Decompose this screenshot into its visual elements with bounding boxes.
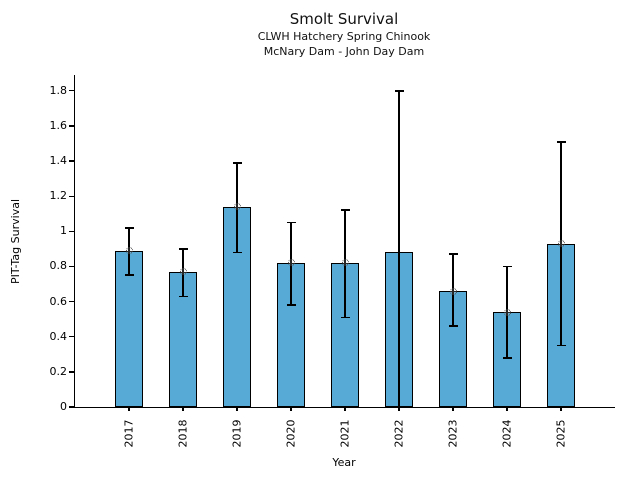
x-tick-label-text: 2022 [392,419,406,447]
point-marker-2025 [557,240,565,248]
y-tick-label: 0.6 [49,294,68,308]
error-cap-low-2025 [556,344,566,347]
error-cap-low-2023 [448,325,458,327]
error-cap-high-2022 [394,90,404,92]
x-tick-label-text: 2023 [446,419,460,447]
y-tick-mark [68,195,74,197]
x-tick-label-text: 2019 [230,419,244,447]
x-tick-label-text: 2017 [122,419,136,447]
x-tick-mark [236,407,238,411]
bar-2020 [277,262,305,407]
error-cap-high-2018 [178,248,188,250]
error-cap-high-2019 [232,162,242,164]
y-tick-label: 1.2 [49,189,68,203]
y-tick-label: 1 [60,224,67,238]
point-marker-2020 [287,259,295,267]
point-marker-2018 [179,268,187,276]
error-cap-high-2021 [340,209,350,212]
y-tick-label: 1.6 [49,118,68,132]
y-tick-label: 1.4 [49,154,68,168]
y-tick-label: 1.8 [49,83,68,97]
error-cap-low-2021 [340,316,350,319]
x-tick-mark [506,407,508,411]
error-cap-low-2017 [124,274,134,277]
bar-2017 [115,250,143,407]
y-tick-mark [68,371,74,373]
y-tick-mark [68,406,74,408]
error-cap-high-2017 [124,227,134,229]
y-tick-label: 0.4 [49,329,68,343]
y-tick-label: 0 [60,400,67,413]
x-tick-label-text: 2024 [500,419,514,447]
y-tick-mark [68,125,74,127]
y-tick-mark [68,336,74,338]
y-tick-mark [68,300,74,303]
x-tick-mark [452,407,454,411]
error-cap-low-2020 [286,304,296,306]
x-tick-mark [290,407,292,411]
y-tick-mark [68,230,74,232]
x-tick-label-text: 2020 [284,419,298,447]
y-tick-label: 0.2 [49,364,68,378]
y-tick-mark [68,90,74,92]
y-tick-mark [68,265,74,268]
x-tick-label-text: 2018 [176,419,190,447]
point-marker-2024 [503,308,511,316]
error-cap-high-2020 [286,221,296,224]
x-tick-mark [344,407,346,411]
y-tick-mark [68,160,74,162]
error-cap-high-2024 [502,265,512,268]
error-cap-low-2018 [178,295,188,298]
chart-subtitle-line2: McNary Dam - John Day Dam [263,45,425,58]
x-axis-label: Year [332,456,356,469]
x-tick-mark [128,407,130,411]
chart-title: Smolt Survival [289,10,399,28]
error-cap-high-2023 [448,253,458,255]
plot-area: 0 0.2 0.4 0.6 0.8 1 1.2 1.4 1.6 1.8 2017 2018 2019 20… [50,75,615,447]
error-bar-2022 [398,90,400,407]
error-cap-high-2025 [556,140,566,143]
error-cap-low-2019 [232,251,242,254]
chart-subtitle-line1: CLWH Hatchery Spring Chinook [257,30,431,43]
x-tick-label-text: 2021 [338,419,352,447]
point-marker-2017 [125,247,133,255]
error-cap-low-2024 [502,357,512,359]
chart-header: Smolt Survival CLWH Hatchery Spring Chin… [74,10,614,59]
point-marker-2021 [341,259,349,267]
x-tick-label-text: 2025 [554,419,568,447]
x-tick-mark [398,407,400,411]
x-tick-mark [560,407,562,411]
y-tick-label: 0.8 [49,259,68,273]
x-tick-mark [182,407,184,411]
point-marker-2023 [449,287,457,295]
point-marker-2019 [233,203,241,211]
